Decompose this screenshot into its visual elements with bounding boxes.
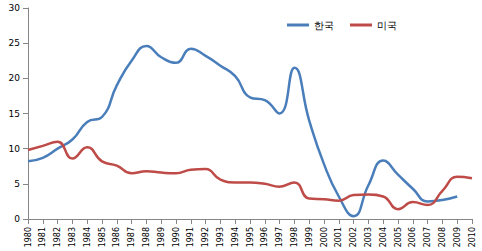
svg-text:1996: 1996 <box>260 227 269 247</box>
svg-text:1997: 1997 <box>275 227 284 247</box>
svg-text:10: 10 <box>9 144 21 154</box>
svg-text:1985: 1985 <box>98 227 107 247</box>
svg-text:1982: 1982 <box>53 227 62 247</box>
svg-text:1989: 1989 <box>157 227 166 247</box>
svg-text:1988: 1988 <box>142 227 151 247</box>
svg-text:1987: 1987 <box>127 227 136 247</box>
svg-text:2000: 2000 <box>320 227 329 247</box>
svg-text:2009: 2009 <box>453 227 462 247</box>
svg-text:1992: 1992 <box>201 227 210 247</box>
svg-text:20: 20 <box>9 73 21 83</box>
svg-text:2005: 2005 <box>394 227 403 247</box>
svg-text:1986: 1986 <box>112 227 121 247</box>
svg-text:2007: 2007 <box>423 227 432 247</box>
svg-text:미국: 미국 <box>377 20 397 31</box>
svg-text:1980: 1980 <box>24 227 33 247</box>
svg-text:2006: 2006 <box>408 227 417 247</box>
svg-text:2004: 2004 <box>379 227 388 247</box>
svg-text:2001: 2001 <box>334 227 343 247</box>
svg-text:1995: 1995 <box>246 227 255 247</box>
svg-text:1993: 1993 <box>216 227 225 247</box>
svg-text:1981: 1981 <box>38 227 47 247</box>
svg-text:1998: 1998 <box>290 227 299 247</box>
svg-text:2008: 2008 <box>438 227 447 247</box>
svg-text:15: 15 <box>9 109 20 119</box>
svg-text:2002: 2002 <box>349 227 358 247</box>
svg-text:30: 30 <box>9 3 21 13</box>
svg-text:1994: 1994 <box>231 227 240 247</box>
svg-text:1991: 1991 <box>186 227 195 247</box>
svg-text:1984: 1984 <box>83 227 92 247</box>
svg-text:1999: 1999 <box>305 227 314 247</box>
svg-text:5: 5 <box>14 179 20 189</box>
svg-text:0: 0 <box>14 214 20 224</box>
svg-text:1983: 1983 <box>68 227 77 247</box>
svg-text:한국: 한국 <box>314 20 334 31</box>
svg-text:25: 25 <box>9 38 20 48</box>
svg-text:2010: 2010 <box>468 227 477 247</box>
svg-text:1990: 1990 <box>172 227 181 247</box>
svg-text:2003: 2003 <box>364 227 373 247</box>
